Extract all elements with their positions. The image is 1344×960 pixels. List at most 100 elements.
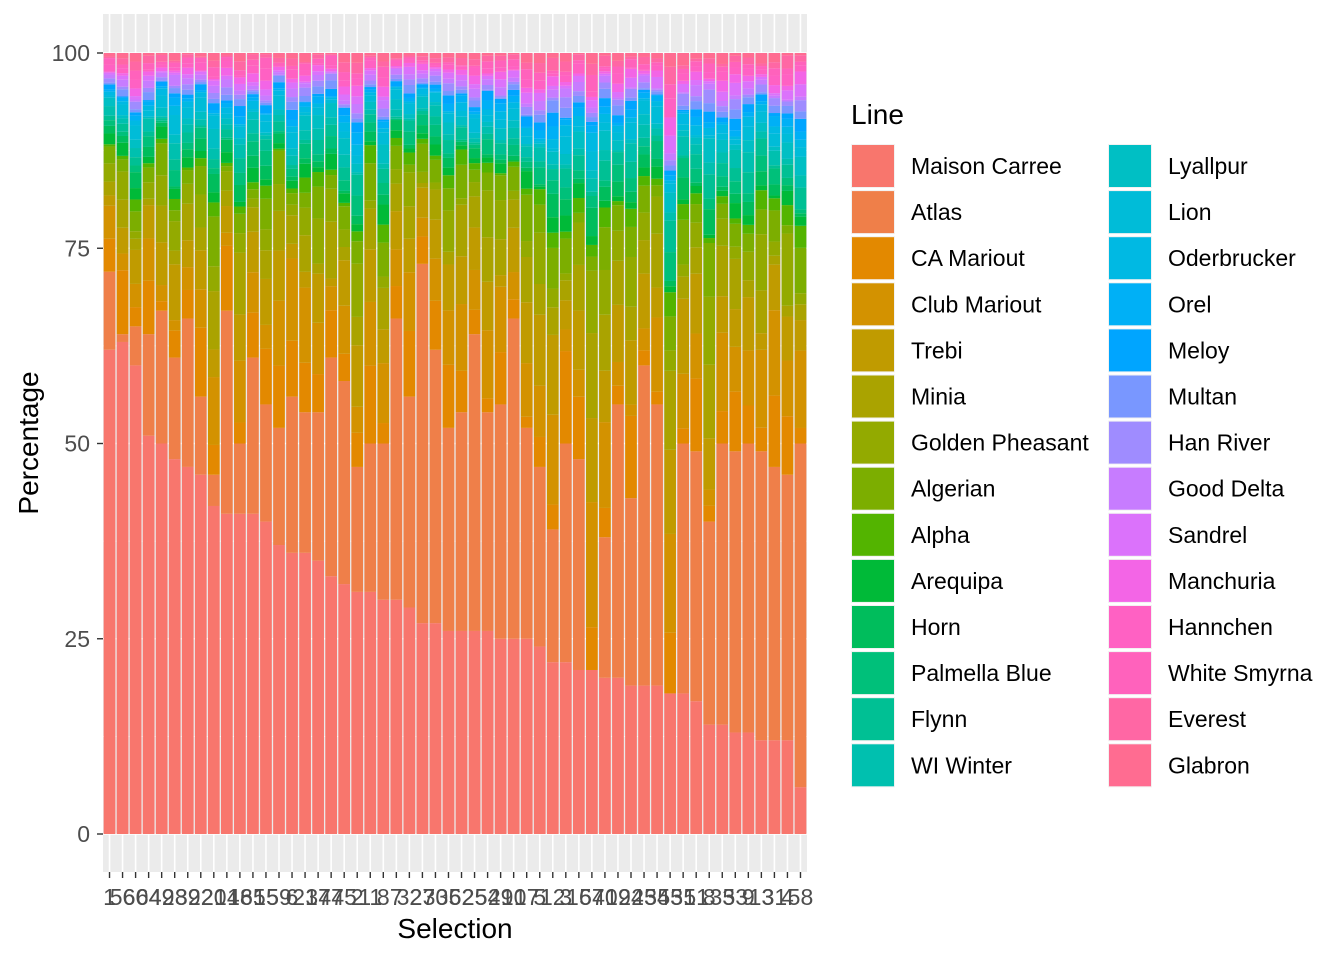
bar-segment <box>325 99 338 104</box>
bar-segment <box>520 106 533 115</box>
bar-segment <box>364 145 377 164</box>
bar-segment <box>390 60 403 66</box>
bar-segment <box>703 135 716 139</box>
bar-segment <box>533 314 546 386</box>
bar-segment <box>572 95 585 103</box>
bar-segment <box>351 85 364 97</box>
bar-segment <box>416 217 429 237</box>
bar-stack-35 <box>442 53 455 834</box>
bar-segment <box>638 212 650 241</box>
bar-segment <box>312 63 324 66</box>
legend-label: Everest <box>1168 706 1247 732</box>
x-tick-label: 64 <box>136 884 162 910</box>
bar-segment <box>507 227 520 273</box>
bar-segment <box>729 181 742 194</box>
bar-segment <box>312 75 324 81</box>
legend-item: Horn <box>851 605 961 649</box>
bar-segment <box>742 126 755 141</box>
bar-segment <box>729 346 742 392</box>
bar-segment <box>638 70 650 74</box>
x-tick-label: 15 <box>253 884 279 910</box>
bar-segment <box>103 72 116 75</box>
bar-segment <box>494 53 507 56</box>
legend-swatch <box>1109 145 1151 187</box>
bar-segment <box>494 67 507 72</box>
bar-segment <box>194 151 207 159</box>
bar-segment <box>794 65 807 72</box>
bar-segment <box>481 154 494 158</box>
bar-segment <box>612 230 624 261</box>
bar-segment <box>207 173 220 193</box>
legend-swatch <box>852 375 894 418</box>
legend-swatch <box>1109 237 1151 280</box>
bar-segment <box>351 231 364 242</box>
bar-segment <box>129 148 142 158</box>
bar-segment <box>273 90 285 96</box>
bar-segment <box>533 161 546 168</box>
bar-segment <box>742 152 755 173</box>
bar-segment <box>625 208 637 227</box>
bar-stack-7 <box>390 53 403 834</box>
bar-segment <box>234 124 246 127</box>
bar-segment <box>377 276 390 288</box>
legend-label: Arequipa <box>911 568 1003 594</box>
bar-stack-6 <box>286 53 298 834</box>
x-tick-label: 6 <box>286 884 299 910</box>
bar-segment <box>207 113 220 116</box>
bar-segment <box>247 182 259 190</box>
bar-segment <box>116 199 129 228</box>
bar-segment <box>207 79 220 81</box>
bar-segment <box>677 443 690 694</box>
bar-segment <box>260 102 272 106</box>
legend-swatch <box>852 513 894 556</box>
bar-segment <box>155 120 168 123</box>
bar-segment <box>494 128 507 141</box>
bar-segment <box>768 241 781 256</box>
bar-segment <box>494 87 507 96</box>
bar-segment <box>247 198 259 208</box>
bar-segment <box>377 53 390 62</box>
bar-segment <box>520 53 533 63</box>
bar-segment <box>364 249 377 302</box>
bar-segment <box>299 81 311 84</box>
bar-segment <box>103 271 116 350</box>
legend-label: Sandrel <box>1168 522 1247 548</box>
bar-segment <box>586 121 598 126</box>
bar-segment <box>168 70 181 73</box>
bar-segment <box>416 73 429 79</box>
bar-segment <box>690 80 703 86</box>
bar-segment <box>520 241 533 258</box>
bar-segment <box>559 351 572 444</box>
bar-segment <box>390 109 403 117</box>
bar-segment <box>677 130 690 137</box>
bar-segment <box>703 58 716 64</box>
bar-segment <box>781 305 794 317</box>
bar-segment <box>455 145 468 150</box>
bar-segment <box>703 364 716 439</box>
legend-label: WI Winter <box>911 752 1012 778</box>
bar-segment <box>168 186 181 189</box>
bar-segment <box>338 80 351 87</box>
bar-segment <box>742 112 755 117</box>
bar-segment <box>794 53 807 56</box>
bar-segment <box>794 247 807 294</box>
bar-segment <box>599 160 611 181</box>
bar-segment <box>455 198 468 205</box>
bar-segment <box>429 68 442 72</box>
x-tick-label: 13 <box>749 884 775 910</box>
bar-segment <box>260 135 272 140</box>
bar-segment <box>442 64 455 70</box>
bar-segment <box>416 56 429 61</box>
bar-segment <box>103 195 116 206</box>
bar-segment <box>690 247 703 274</box>
bar-segment <box>677 83 690 93</box>
bar-segment <box>481 75 494 80</box>
bar-segment <box>455 111 468 117</box>
bar-segment <box>481 190 494 238</box>
bar-segment <box>533 232 546 285</box>
bar-segment <box>716 152 729 164</box>
bar-segment <box>533 130 546 139</box>
bar-segment <box>729 246 742 259</box>
bar-segment <box>390 318 403 600</box>
bar-segment <box>612 150 624 153</box>
